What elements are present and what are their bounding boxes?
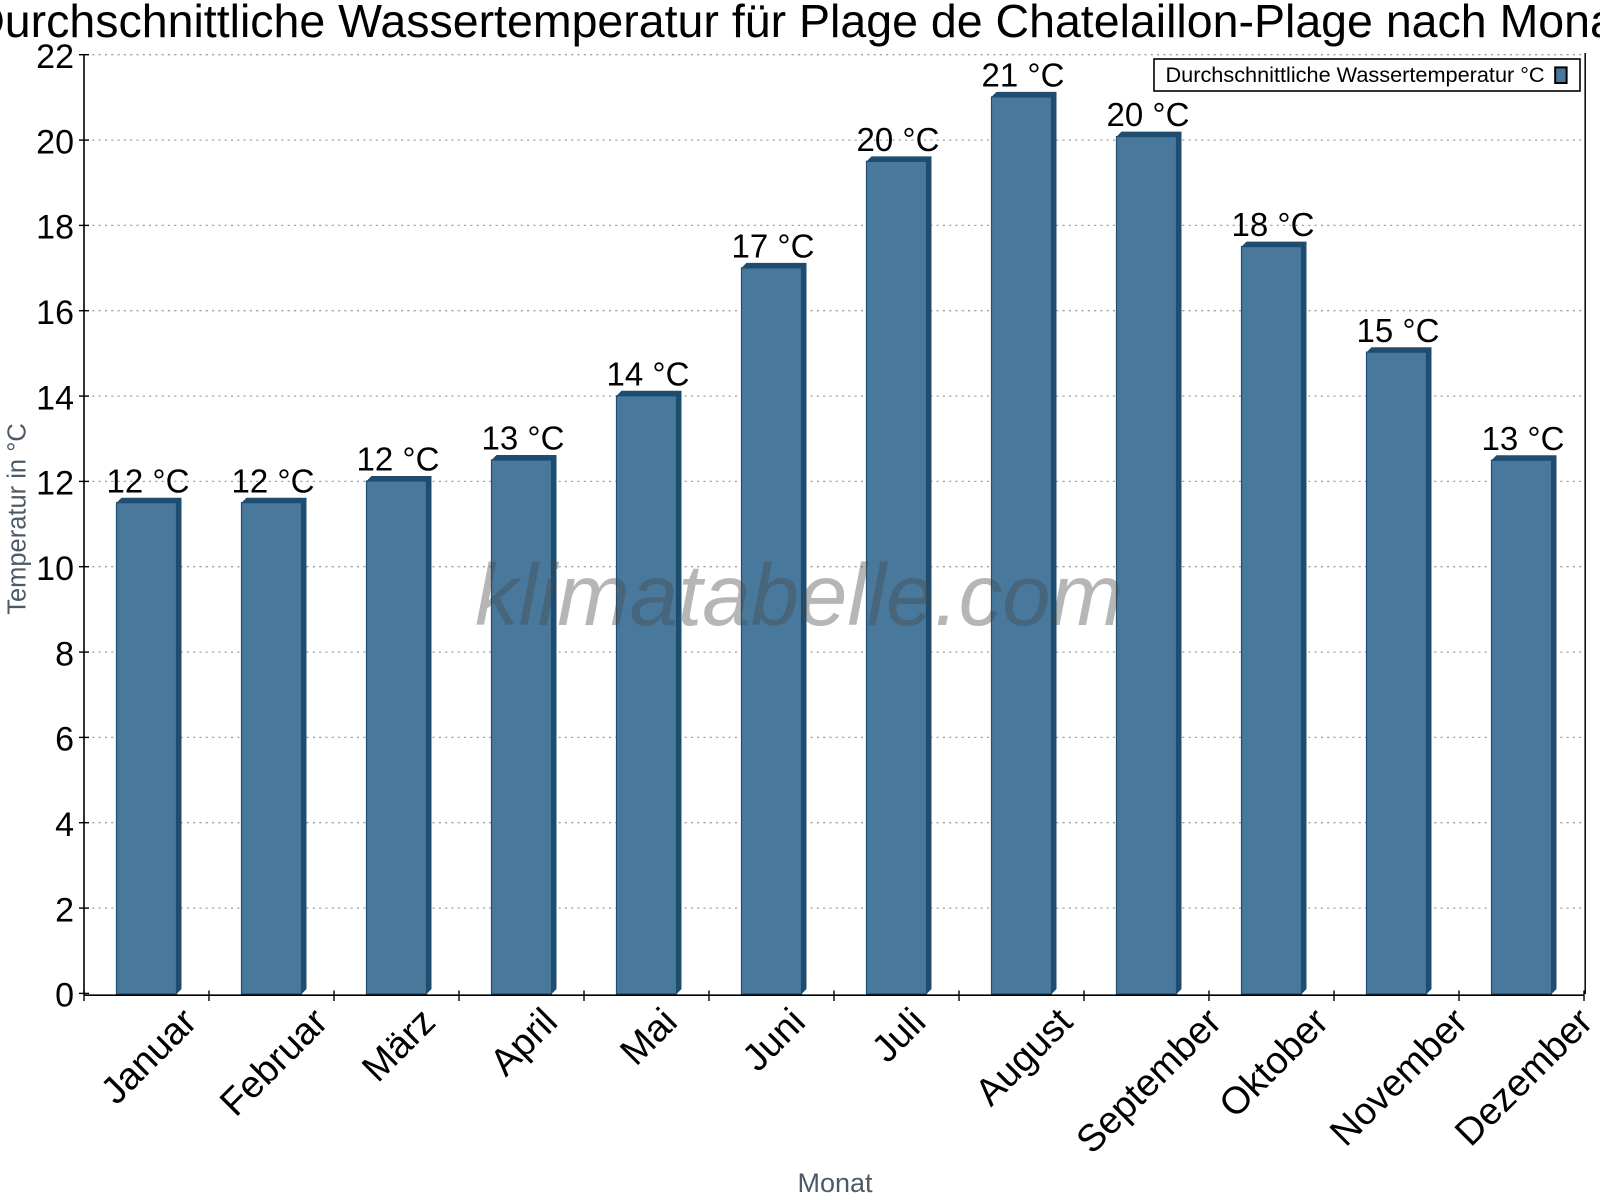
svg-text:2: 2 [55,891,74,929]
svg-text:Temperatur in °C: Temperatur in °C [4,423,32,615]
svg-text:10: 10 [36,550,74,588]
svg-text:12 °C: 12 °C [357,441,440,478]
svg-text:21 °C: 21 °C [982,57,1065,94]
svg-text:20: 20 [36,123,74,161]
svg-text:13 °C: 13 °C [1482,420,1565,457]
svg-text:17 °C: 17 °C [732,228,815,265]
svg-text:12: 12 [36,465,74,503]
svg-text:16: 16 [36,294,74,332]
svg-text:12 °C: 12 °C [232,462,315,499]
svg-text:14 °C: 14 °C [607,355,690,392]
svg-text:12 °C: 12 °C [107,462,190,499]
svg-text:6: 6 [55,721,74,759]
svg-text:8: 8 [55,635,74,673]
svg-text:Monat: Monat [797,1168,873,1198]
svg-text:Durchschnittliche Wassertemper: Durchschnittliche Wassertemperatur °C [1166,62,1545,87]
svg-text:18 °C: 18 °C [1232,206,1315,243]
svg-text:klimatabelle.com: klimatabelle.com [475,547,1123,644]
svg-text:Durchschnittliche Wassertemper: Durchschnittliche Wassertemperatur für P… [0,0,1600,47]
svg-text:18: 18 [36,209,74,247]
svg-text:20 °C: 20 °C [857,121,940,158]
svg-text:14: 14 [36,379,74,417]
svg-text:22: 22 [36,38,74,76]
svg-text:15 °C: 15 °C [1357,312,1440,349]
svg-text:4: 4 [55,806,74,844]
svg-text:20 °C: 20 °C [1107,96,1190,133]
svg-text:0: 0 [55,977,74,1015]
svg-text:13 °C: 13 °C [482,420,565,457]
